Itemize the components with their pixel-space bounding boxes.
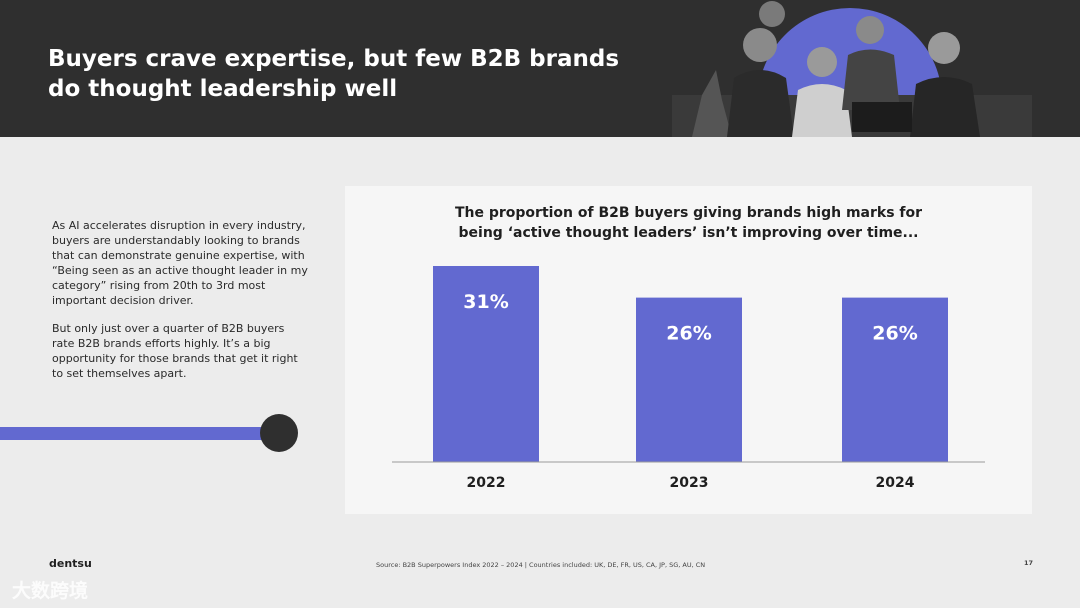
bar-chart: 31% 2022 26% 2023 26% 2024 [392,266,985,491]
chart-title-line-1: The proportion of B2B buyers giving bran… [454,205,923,221]
data-label-2022: 31% [463,291,508,313]
page-title-line-1: Buyers crave expertise, but few B2B bran… [48,46,620,72]
bar-2024 [842,297,948,462]
bar-2022 [433,266,539,462]
x-tick-label-2022: 2022 [467,475,506,491]
data-label-2024: 26% [872,323,917,345]
x-tick-label-2023: 2023 [670,475,709,491]
page-title: Buyers crave expertise, but few B2B bran… [48,44,648,104]
chart-title: The proportion of B2B buyers giving bran… [345,203,1032,243]
decorative-bar [0,427,270,440]
header-banner: Buyers crave expertise, but few B2B bran… [0,0,1080,137]
intro-paragraph-2: But only just over a quarter of B2B buye… [52,322,298,380]
chart-title-line-2: being ‘active thought leaders’ isn’t imp… [458,225,919,241]
page-number: 17 [1024,559,1034,567]
page-title-line-2: do thought leadership well [48,76,398,102]
data-label-2023: 26% [666,323,711,345]
source-note: Source: B2B Superpowers Index 2022 – 202… [376,561,706,569]
chart-panel: The proportion of B2B buyers giving bran… [345,186,1032,514]
decorative-dot [260,414,298,452]
watermark-logo: 大数跨境 [12,580,89,602]
team-photo-image [672,1,1032,137]
bar-2023 [636,297,742,462]
x-tick-label-2024: 2024 [876,475,915,491]
brand-logo: dentsu [49,557,92,570]
intro-paragraph-1: As AI accelerates disruption in every in… [52,219,308,307]
intro-text: As AI accelerates disruption in every in… [52,218,308,394]
